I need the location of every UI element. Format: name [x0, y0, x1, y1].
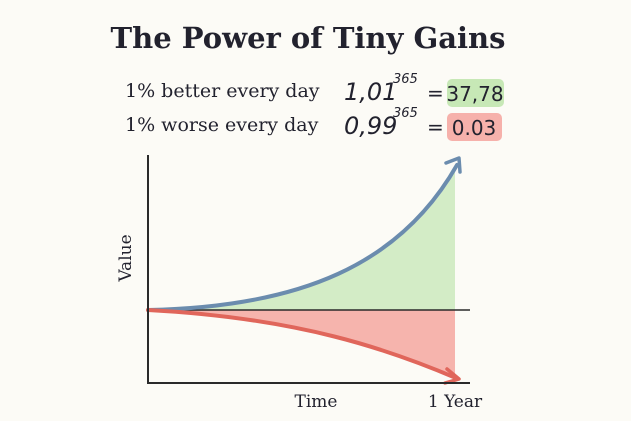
result: 0.03: [452, 116, 497, 140]
result-box: [447, 113, 502, 141]
formula-exponent: 365: [393, 106, 418, 121]
formula-base: 0,99: [344, 112, 397, 140]
gain-area: [148, 172, 455, 310]
loss-area: [148, 310, 455, 377]
formula-exponent: 365: [393, 72, 418, 87]
equals-sign: =: [427, 81, 444, 105]
gain-arrowhead: [444, 156, 462, 174]
formula-base: 1,01: [344, 78, 397, 106]
title: The Power of Tiny Gains: [111, 21, 506, 55]
loss-curve: [146, 308, 458, 380]
row-label: 1% better every day: [125, 80, 320, 102]
equals-sign: =: [427, 115, 444, 139]
x-axis-label: Time: [295, 392, 338, 412]
gain-curve: [146, 163, 459, 312]
y-axis-label: Value: [116, 234, 136, 282]
row-label: 1% worse every day: [125, 114, 319, 136]
loss-arrowhead: [443, 367, 461, 385]
result: 37,78: [446, 82, 503, 106]
result-box: [447, 79, 504, 107]
end-label: 1 Year: [428, 392, 483, 412]
